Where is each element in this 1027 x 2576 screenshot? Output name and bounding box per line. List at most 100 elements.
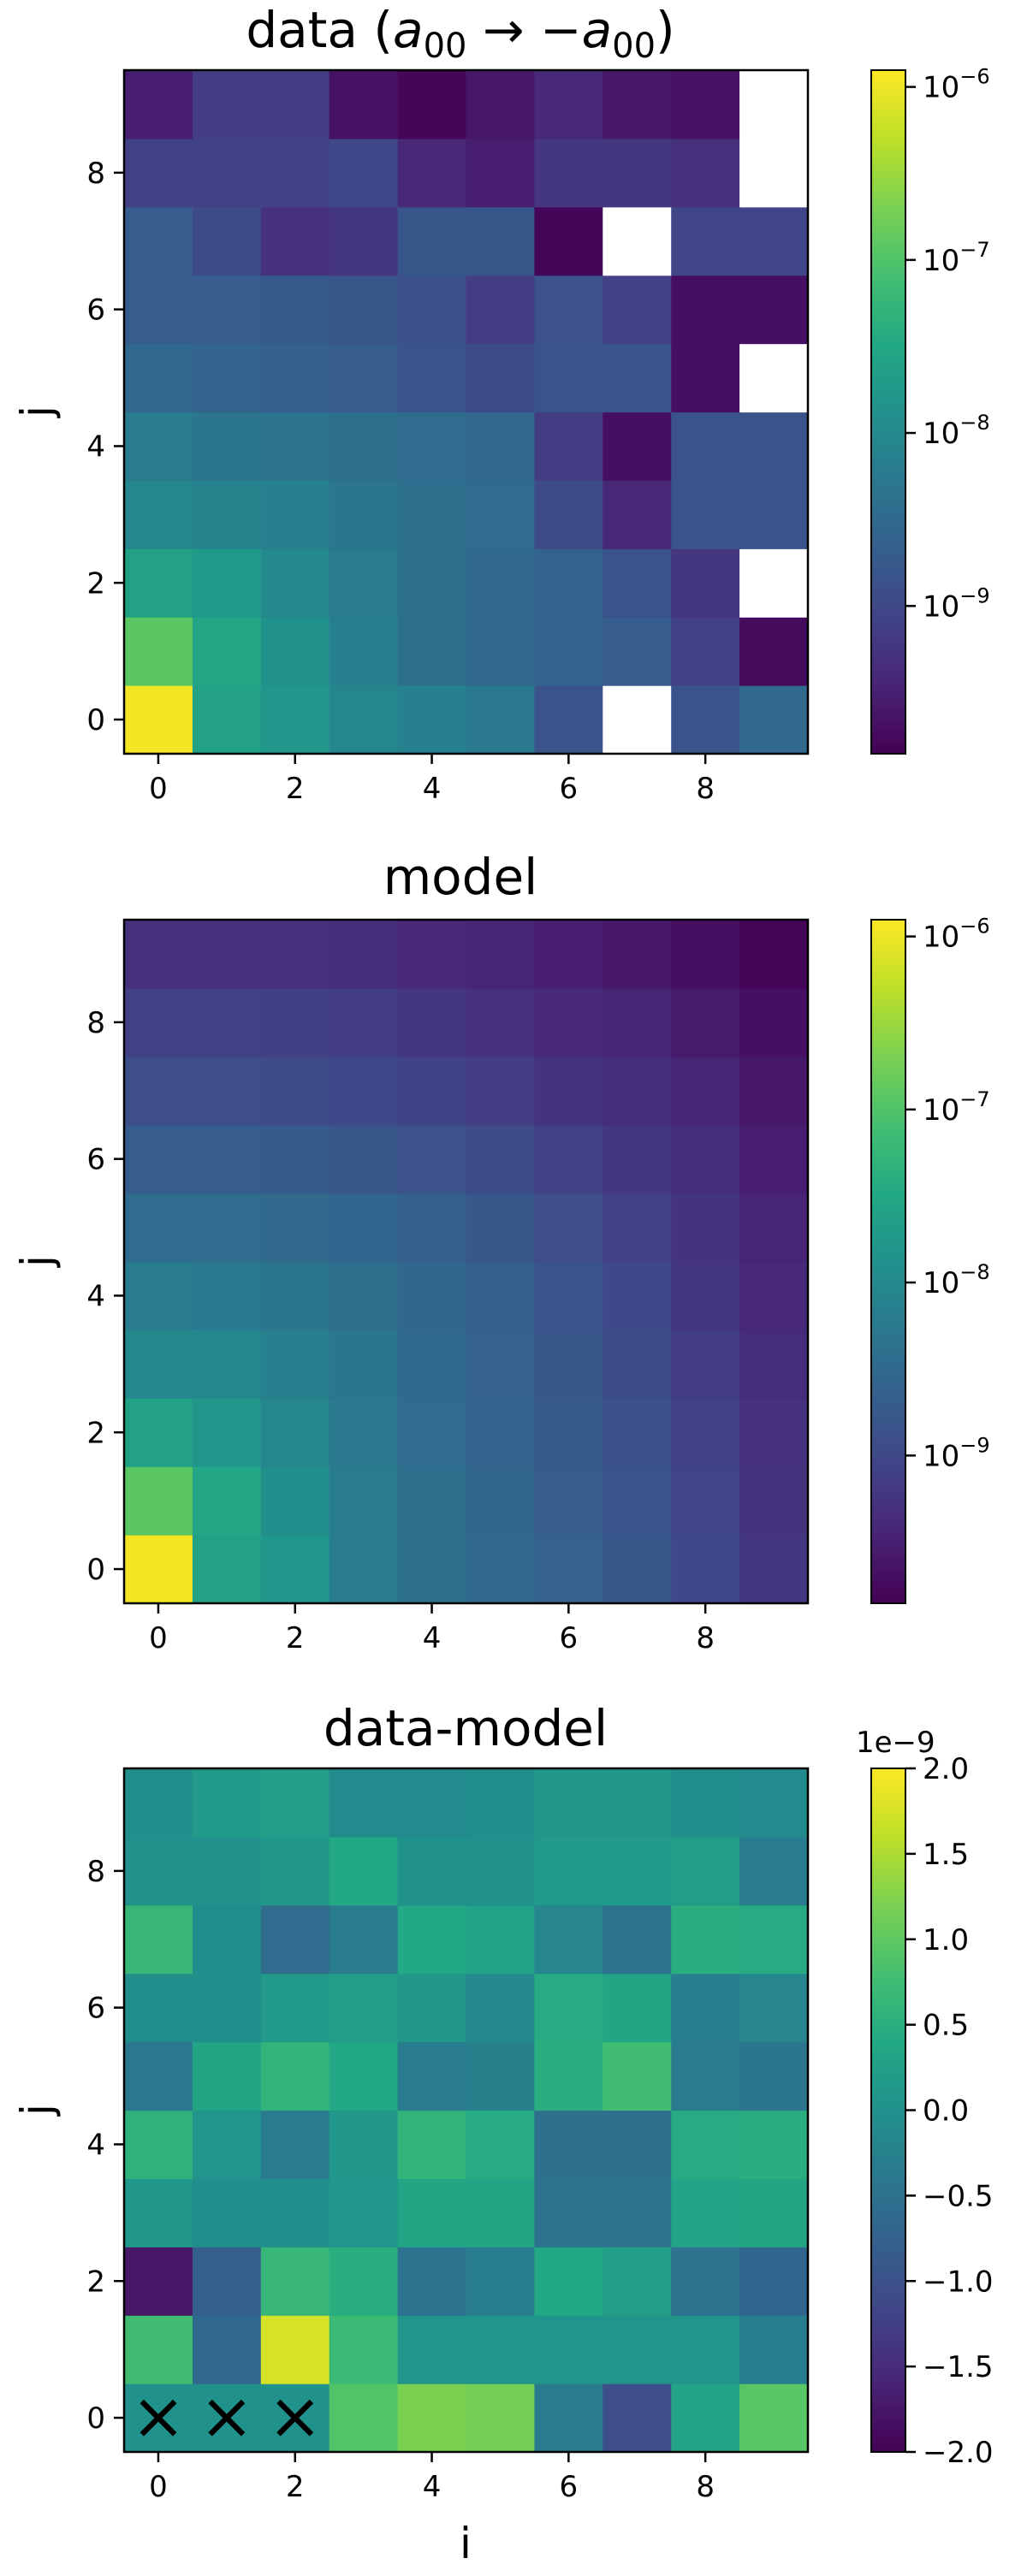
heatmap-cell — [260, 1904, 330, 1975]
heatmap-cell — [124, 2315, 193, 2384]
heatmap-cell — [397, 70, 467, 139]
heatmap-cell — [260, 1398, 330, 1467]
colorbar — [870, 919, 906, 1604]
heatmap-cell — [260, 548, 330, 618]
heatmap-cell — [739, 617, 809, 686]
heatmap-cell — [124, 2110, 193, 2179]
heatmap-cell — [603, 1329, 672, 1399]
heatmap-cell — [329, 412, 399, 481]
heatmap-cell — [534, 480, 603, 549]
heatmap-cell — [329, 480, 399, 549]
heatmap-cell — [260, 1535, 330, 1604]
heatmap-cell — [603, 70, 672, 139]
heatmap-cell — [603, 1768, 672, 1838]
heatmap-cell — [329, 138, 399, 208]
x-tick-label: 8 — [696, 772, 715, 806]
heatmap-cell — [466, 2110, 535, 2179]
heatmap-cell — [329, 617, 399, 686]
heatmap-cell — [260, 1768, 330, 1838]
heatmap-cell — [671, 2384, 740, 2453]
heatmap-cell — [466, 920, 535, 989]
colorbar-tick-label: −0.5 — [923, 2179, 994, 2213]
heatmap-cell — [329, 206, 399, 276]
heatmap-cell — [534, 1535, 603, 1604]
heatmap-cell — [192, 1535, 262, 1604]
heatmap-cell — [260, 1124, 330, 1194]
heatmap-cell — [603, 2041, 672, 2111]
heatmap-cell — [397, 343, 467, 413]
heatmap-cell — [671, 1768, 740, 1838]
heatmap-cell — [466, 1124, 535, 1194]
y-tick-label: 8 — [86, 1006, 105, 1040]
heatmap-cell — [124, 206, 193, 276]
heatmap-cell — [671, 206, 740, 276]
colorbar-tick-label: 0.5 — [923, 2009, 969, 2043]
heatmap-cell — [466, 548, 535, 618]
heatmap-cell — [124, 987, 193, 1057]
heatmap-cell — [260, 1836, 330, 1906]
heatmap-cell — [603, 1398, 672, 1467]
heatmap-cell — [739, 480, 809, 549]
heatmap-cell — [329, 1535, 399, 1604]
heatmap-cell — [739, 2384, 809, 2453]
y-tick-label: 6 — [86, 1143, 105, 1177]
heatmap-cell — [260, 685, 330, 755]
heatmap-cell — [192, 2178, 262, 2247]
heatmap-cell — [260, 2247, 330, 2316]
heatmap-cell — [534, 206, 603, 276]
heatmap-cell — [739, 1973, 809, 2043]
heatmap-cell — [260, 138, 330, 208]
heatmap-cell — [260, 412, 330, 481]
heatmap-cell — [466, 617, 535, 686]
heatmap-cell — [397, 1398, 467, 1467]
heatmap-cell — [397, 2315, 467, 2384]
colorbar-ticks-data: 10−6 10−7 10−8 10−9 — [905, 65, 990, 624]
heatmap-cell — [671, 138, 740, 208]
heatmap-cell — [534, 412, 603, 481]
heatmap-cell — [124, 2178, 193, 2247]
heatmap-cell — [603, 1124, 672, 1194]
heatmap-cell — [534, 2110, 603, 2179]
heatmap-cell — [603, 2384, 672, 2453]
heatmap-cell — [466, 2178, 535, 2247]
heatmap-cell — [603, 1261, 672, 1330]
heatmap-cell — [124, 617, 193, 686]
heatmap-cell — [329, 548, 399, 618]
heatmap-cell — [329, 987, 399, 1057]
heatmap-cell — [466, 480, 535, 549]
x-tick-label: 0 — [149, 2470, 168, 2504]
heatmap-cell — [534, 1124, 603, 1194]
heatmap-cell — [124, 685, 193, 755]
heatmap-cell — [739, 2315, 809, 2384]
x-tick-label: 4 — [423, 772, 442, 806]
heatmap-cell — [192, 1193, 262, 1263]
heatmap-cell — [397, 1193, 467, 1263]
heatmap-cell — [603, 138, 672, 208]
heatmap-cell — [534, 987, 603, 1057]
heatmap-cell — [260, 275, 330, 345]
heatmap-cell — [466, 412, 535, 481]
heatmap-cell — [397, 1904, 467, 1975]
y-tick-label: 8 — [86, 1855, 105, 1889]
heatmap-cell — [397, 920, 467, 989]
heatmap-cell — [397, 548, 467, 618]
heatmap-cell — [260, 987, 330, 1057]
heatmap-cell — [192, 70, 262, 139]
colorbar-tick-label: 10−7 — [923, 238, 990, 278]
heatmap-cell — [124, 275, 193, 345]
heatmap-cell — [397, 1124, 467, 1194]
colorbar-tick-label: 10−6 — [923, 915, 990, 955]
heatmap-cell — [534, 1768, 603, 1838]
heatmap-cell — [603, 206, 672, 276]
heatmap-cell — [329, 275, 399, 345]
heatmap-cell — [397, 1261, 467, 1330]
heatmap-cell — [192, 138, 262, 208]
heatmap-cell — [329, 2315, 399, 2384]
heatmap-cell — [534, 1466, 603, 1536]
heatmap-cell — [329, 2110, 399, 2179]
heatmap-cell — [397, 1535, 467, 1604]
y-tick-label: 6 — [86, 1992, 105, 2026]
heatmap-cell — [329, 685, 399, 755]
heatmap-cell — [329, 1904, 399, 1975]
